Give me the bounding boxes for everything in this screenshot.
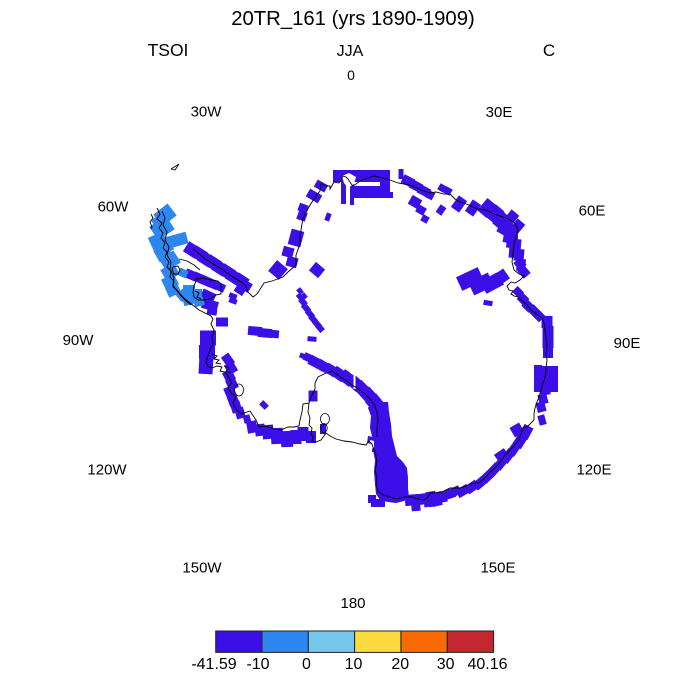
svg-text:40.16: 40.16: [467, 656, 507, 673]
svg-text:180: 180: [340, 595, 365, 612]
svg-text:20: 20: [391, 656, 409, 673]
svg-text:90W: 90W: [63, 332, 95, 349]
svg-text:JJA: JJA: [337, 43, 364, 60]
svg-text:10: 10: [345, 656, 363, 673]
svg-text:150E: 150E: [480, 560, 515, 577]
svg-text:30W: 30W: [191, 104, 223, 121]
svg-text:120E: 120E: [576, 462, 611, 479]
svg-text:120W: 120W: [87, 462, 127, 479]
svg-text:TSOI: TSOI: [148, 40, 189, 60]
svg-text:0: 0: [347, 67, 355, 83]
svg-text:150W: 150W: [182, 560, 222, 577]
svg-text:0: 0: [302, 656, 311, 673]
svg-text:20TR_161 (yrs 1890-1909): 20TR_161 (yrs 1890-1909): [231, 8, 475, 30]
svg-text:30: 30: [437, 656, 455, 673]
svg-text:-10: -10: [246, 656, 269, 673]
svg-text:-41.59: -41.59: [191, 656, 236, 673]
svg-text:60E: 60E: [579, 203, 606, 220]
svg-text:30E: 30E: [486, 104, 513, 121]
svg-text:60W: 60W: [98, 199, 130, 216]
svg-text:90E: 90E: [614, 335, 641, 352]
svg-text:C: C: [543, 41, 555, 60]
